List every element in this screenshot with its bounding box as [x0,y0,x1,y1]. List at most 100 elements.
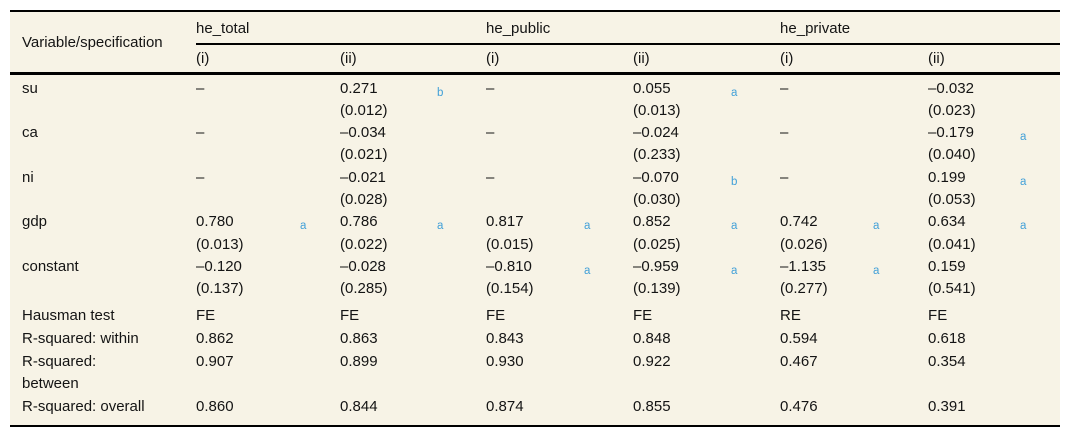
row-label: constant [22,257,79,275]
cell-significance-superscript [1020,300,1060,328]
table-row: Hausman test FE FE FE FE RE FE [10,300,1060,328]
cell-value: – [486,79,495,97]
cell-significance-superscript: a [731,220,738,233]
cell-significance-superscript [437,256,486,301]
cell-value: 0.848 [633,330,671,348]
cell-standard-error: (0.285) [340,280,388,298]
cell-value: 0.476 [780,397,818,415]
cell-significance-superscript: a [1020,175,1027,188]
cell-significance-superscript [731,328,780,351]
cell-standard-error: (0.022) [340,235,388,253]
cell-significance-superscript [873,300,928,328]
cell-value: 0.874 [486,397,524,415]
cell-value: 0.855 [633,397,671,415]
cell-significance-superscript [1020,328,1060,351]
spec-header-he-private-ii: (ii) [928,44,1061,75]
cell-value: –0.959 (0.139) [633,256,731,301]
row-label: Hausman test [22,307,115,325]
cell-value: RE [780,307,801,325]
row-label: R-squared: between [22,352,97,393]
cell-value: 0.817 (0.015) [486,211,584,256]
cell-significance-superscript [300,167,340,212]
cell-significance-superscript [873,396,928,427]
cell-significance-superscript [300,328,340,351]
cell-value: FE [633,307,653,325]
cell-value: –0.028 (0.285) [340,256,437,301]
cell-standard-error: (0.023) [928,101,976,119]
cell-value: –0.024 (0.233) [633,122,731,167]
cell-value: 0.844 [340,397,378,415]
cell-value: 0.843 [486,330,524,348]
cell-value: FE [196,307,216,325]
row-label: R-squared: overall [22,397,145,415]
cell-value: – [196,168,205,186]
cell-significance-superscript [300,256,340,301]
cell-standard-error: (0.137) [196,280,244,298]
cell-significance-superscript: a [873,264,880,277]
cell-significance-superscript [437,300,486,328]
cell-significance-superscript [437,351,486,396]
cell-significance-superscript [437,122,486,167]
cell-significance-superscript: a [1020,220,1027,233]
variable-specification-header: Variable/specification [10,11,196,75]
cell-value: 0.618 [928,330,966,348]
row-label: su [22,79,38,97]
cell-significance-superscript: b [731,175,738,188]
row-label: ca [22,124,38,142]
cell-significance-superscript [584,328,633,351]
cell-significance-superscript: a [873,220,880,233]
cell-value: –0.032 (0.023) [928,73,1020,122]
cell-value: – [780,79,789,97]
cell-standard-error: (0.030) [633,190,681,208]
cell-significance-superscript [584,167,633,212]
cell-value: 0.159 (0.541) [928,256,1020,301]
cell-value: FE [340,307,360,325]
cell-standard-error: (0.053) [928,190,976,208]
cell-significance-superscript: a [300,220,307,233]
cell-value: 0.055 (0.013) [633,73,731,122]
cell-value: – [780,168,789,186]
cell-significance-superscript [731,351,780,396]
cell-value: – [486,124,495,142]
table-row: R-squared: between 0.907 0.899 0.930 0.922 0.… [10,351,1060,396]
cell-value: 0.634 (0.041) [928,211,1020,256]
cell-standard-error: (0.025) [633,235,681,253]
cell-significance-superscript: b [437,86,444,99]
cell-value: 0.899 [340,352,378,370]
cell-significance-superscript [300,396,340,427]
cell-significance-superscript [873,73,928,122]
cell-value: 0.922 [633,352,671,370]
cell-significance-superscript [873,351,928,396]
table-row: ni – –0.021 (0.028) – –0.070 (0.030) b – 0.199 (0.… [10,167,1060,212]
cell-significance-superscript [300,300,340,328]
cell-value: 0.354 [928,352,966,370]
cell-significance-superscript [1020,73,1060,122]
cell-significance-superscript [873,328,928,351]
table-row: ca – –0.034 (0.021) – –0.024 (0.233) – –0.179 (0.… [10,122,1060,167]
cell-standard-error: (0.028) [340,190,388,208]
cell-standard-error: (0.040) [928,146,976,164]
specification-header-row: (i) (ii) (i) (ii) (i) (ii) [10,44,1061,75]
table-row: constant –0.120 (0.137) –0.028 (0.285) –0.810… [10,256,1060,301]
spec-header-he-public-i: (i) [486,44,634,75]
cell-value: – [486,168,495,186]
cell-significance-superscript [300,73,340,122]
cell-significance-superscript [584,73,633,122]
cell-significance-superscript: a [731,264,738,277]
cell-standard-error: (0.233) [633,146,681,164]
cell-significance-superscript [873,167,928,212]
row-label: gdp [22,213,48,231]
cell-significance-superscript [584,351,633,396]
cell-value: 0.780 (0.013) [196,211,300,256]
cell-standard-error: (0.015) [486,235,534,253]
spec-header-he-total-ii: (ii) [340,44,487,75]
cell-value: 0.852 (0.025) [633,211,731,256]
cell-standard-error: (0.012) [340,101,388,119]
cell-significance-superscript [300,122,340,167]
regression-results-table: Variable/specification he_total he_publi… [10,10,1061,428]
cell-significance-superscript [1020,256,1060,301]
cell-significance-superscript [584,396,633,427]
table-body: su –0.271 (0.012) b –0.055 (0.013) a – –0.032 (0.… [10,73,1060,426]
cell-value: 0.199 (0.053) [928,167,1020,212]
